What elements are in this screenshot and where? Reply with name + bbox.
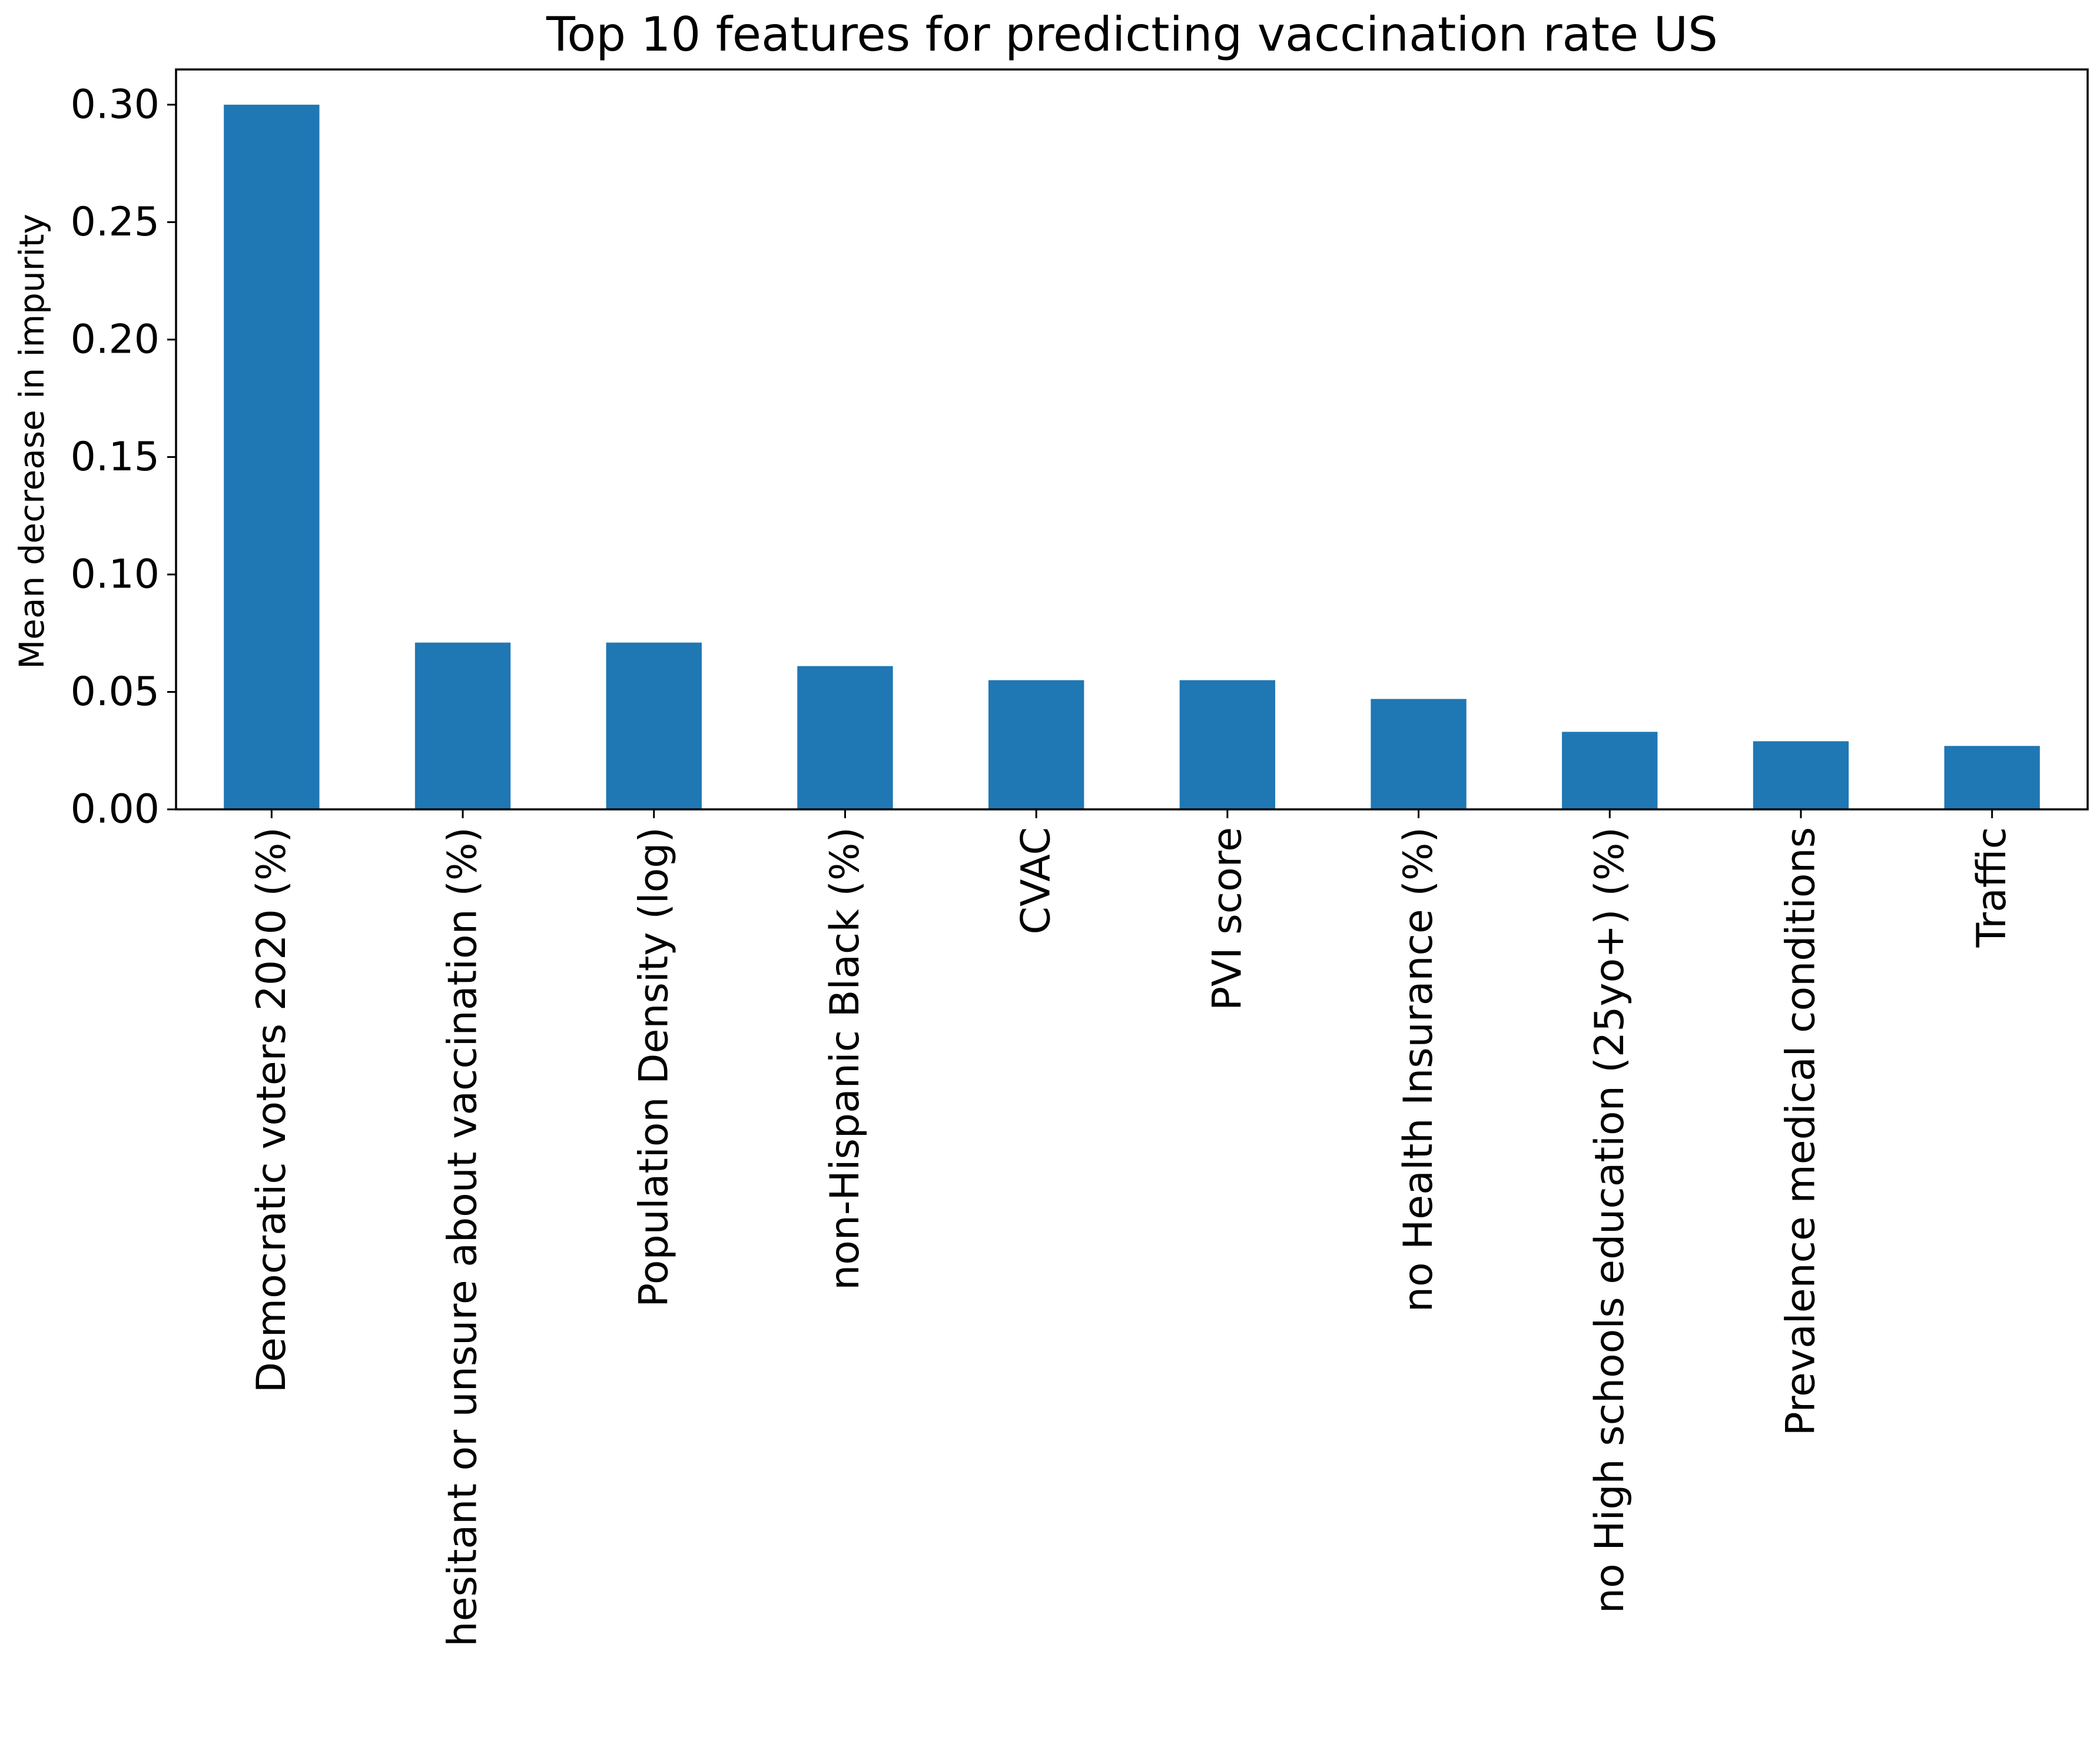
y-tick-label-7: 0.30 <box>71 81 160 128</box>
x-tick-label-5: CVAC <box>1013 827 1060 934</box>
x-tick-label-3: Population Density (log) <box>631 827 677 1307</box>
x-tick-label-4: non-Hispanic Black (%) <box>822 827 868 1290</box>
y-axis-label: Mean decrease in impurity <box>12 214 52 669</box>
bar-1 <box>224 104 320 810</box>
x-tick-label-1: Democratic voters 2020 (%) <box>248 827 295 1393</box>
y-tick-label-5: 0.20 <box>71 316 160 363</box>
x-axis-ticks: Democratic voters 2020 (%) hesitant or un… <box>248 809 2015 1646</box>
y-tick-label-4: 0.15 <box>71 434 160 480</box>
x-tick-label-8: no High schools education (25yo+) (%) <box>1587 827 1633 1613</box>
chart-title: Top 10 features for predicting vaccinati… <box>546 7 1718 62</box>
x-tick-label-2: hesitant or unsure about vaccination (%) <box>440 827 486 1646</box>
bar-5 <box>988 680 1084 809</box>
bar-2 <box>414 642 511 809</box>
x-tick-label-7: no Health Insurance (%) <box>1395 827 1442 1312</box>
y-axis-ticks: 0.00 0.05 0.10 0.15 0.20 0.25 0.30 <box>71 81 176 833</box>
bar-8 <box>1562 732 1658 809</box>
bar-4 <box>797 666 893 809</box>
bar-6 <box>1179 680 1276 809</box>
y-tick-label-1: 0.00 <box>71 786 160 833</box>
bar-9 <box>1753 741 1849 809</box>
y-tick-label-2: 0.05 <box>71 669 160 715</box>
y-tick-label-3: 0.10 <box>71 551 160 597</box>
bar-3 <box>606 642 702 809</box>
bar-7 <box>1371 699 1467 809</box>
y-tick-label-6: 0.25 <box>71 199 160 245</box>
plot-frame <box>175 68 2089 811</box>
bars <box>224 104 2040 810</box>
bar-10 <box>1944 746 2040 809</box>
x-tick-label-6: PVI score <box>1204 827 1250 1011</box>
x-tick-label-9: Prevalence medical conditions <box>1777 827 1824 1436</box>
x-tick-label-10: Traffic <box>1969 827 2015 948</box>
